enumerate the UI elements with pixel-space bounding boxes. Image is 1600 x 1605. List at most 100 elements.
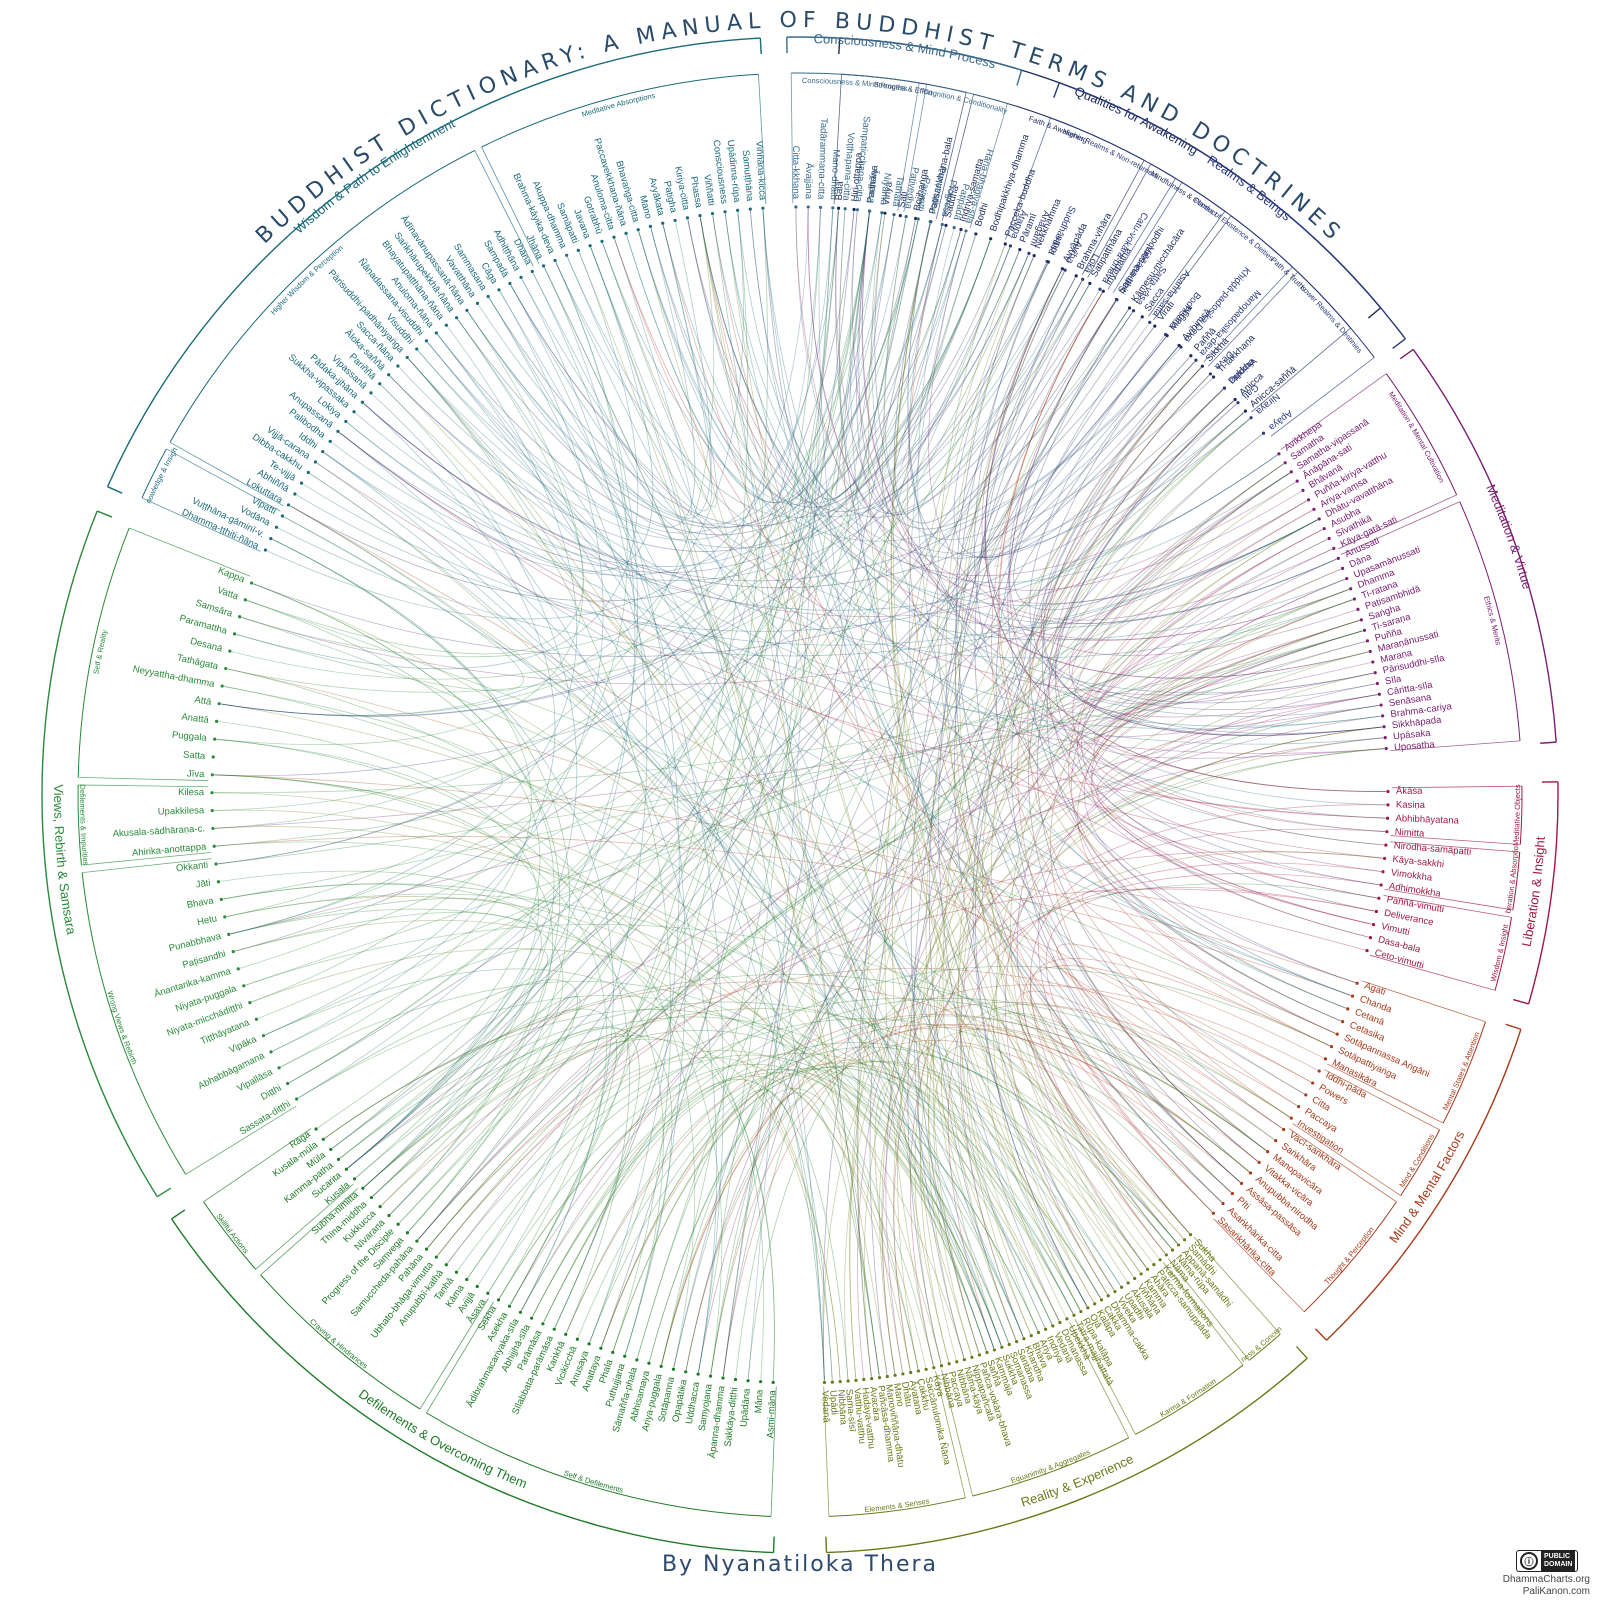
relation-edge [893, 620, 1359, 1370]
term-label[interactable]: Bhava [186, 895, 215, 911]
group-label: Meditation & Virtue [1483, 482, 1535, 591]
term-node [1381, 870, 1384, 873]
term-node [542, 264, 545, 267]
term-label[interactable]: Upādāna [738, 1387, 752, 1427]
term-label[interactable]: Diṭṭhi [259, 1083, 283, 1103]
term-node [445, 324, 448, 327]
term-node [286, 1082, 289, 1085]
term-node [953, 226, 956, 229]
term-node [227, 933, 230, 936]
subgroup-label: Mental States & Attention [1441, 1031, 1482, 1112]
term-node [698, 214, 701, 217]
term-node [1079, 1310, 1082, 1313]
term-label[interactable]: Kilesa [178, 787, 205, 798]
term-label[interactable]: Paṭisandhi [181, 949, 227, 971]
term-node [870, 1377, 873, 1380]
term-node [929, 220, 932, 223]
subgroup-label: Self & Defilements [563, 1468, 625, 1494]
term-label[interactable]: Akusala-sādhāraṇa-c. [112, 823, 205, 839]
term-node [476, 302, 479, 305]
term-node [599, 1347, 602, 1350]
term-label[interactable]: Upakkilesa [158, 805, 205, 817]
term-label[interactable]: Vipāka [228, 1034, 260, 1056]
term-node [379, 1205, 382, 1208]
term-label[interactable]: Puggala [171, 730, 207, 744]
term-node [211, 809, 214, 812]
term-node [611, 1351, 614, 1354]
term-node [878, 1376, 881, 1379]
term-node [1290, 470, 1293, 473]
term-node [1165, 1253, 1168, 1256]
term-node [486, 1292, 489, 1295]
term-label[interactable]: Sassata-diṭṭhi [238, 1098, 293, 1137]
term-node [1209, 372, 1212, 375]
term-node [321, 450, 324, 453]
term-label[interactable]: Vatta [216, 585, 241, 603]
term-label[interactable]: Desanā [189, 636, 224, 655]
term-node [940, 1364, 943, 1367]
term-node [989, 237, 992, 240]
term-label[interactable]: Vedanā [819, 1390, 831, 1423]
term-label[interactable]: Tadārammaṇa-citta [815, 118, 829, 200]
term-node [978, 1353, 981, 1356]
term-node [1379, 883, 1382, 886]
term-node [218, 702, 221, 705]
term-node [746, 1379, 749, 1382]
term-label[interactable]: Citta-kkhaṇa [790, 146, 801, 200]
term-node [564, 1333, 567, 1336]
term-node [1332, 547, 1335, 550]
term-node [242, 984, 245, 987]
term-label[interactable]: Kasiṇa [1396, 800, 1426, 811]
term-label[interactable]: Attā [194, 694, 213, 708]
term-label[interactable]: Abhibhāyatana [1395, 813, 1459, 827]
term-node [314, 1127, 317, 1130]
term-label[interactable]: Saṃsāra [194, 598, 234, 620]
term-node [759, 1380, 762, 1383]
term-node [1349, 587, 1352, 590]
term-label[interactable]: Māna [753, 1389, 766, 1414]
term-label[interactable]: Satta [183, 750, 207, 762]
term-node [1088, 282, 1091, 285]
term-label[interactable]: Viññāṇa-kicca [753, 140, 768, 201]
term-node [293, 492, 296, 495]
license-line-2: DOMAIN [1544, 1561, 1572, 1569]
term-node [1030, 1334, 1033, 1337]
term-node [415, 347, 418, 350]
term-label[interactable]: Anattā [181, 711, 210, 725]
term-node [1004, 242, 1007, 245]
term-node [1189, 354, 1192, 357]
term-node [955, 1360, 958, 1363]
relation-edge [864, 738, 1383, 1377]
term-label[interactable]: Hetu [196, 913, 218, 928]
term-label[interactable]: Āvajjana [803, 163, 815, 200]
subgroup-label: Meditative Objects [1511, 784, 1522, 846]
term-node [612, 236, 615, 239]
term-label[interactable]: Jāti [195, 878, 211, 891]
term-node [1258, 1161, 1261, 1164]
term-node [361, 401, 364, 404]
term-label[interactable]: Kappa [216, 565, 246, 585]
site-link-dhammacharts[interactable]: DhammaCharts.org [1470, 1574, 1590, 1585]
term-label[interactable]: Uposatha [1394, 739, 1436, 753]
term-node [250, 581, 253, 584]
term-label[interactable]: Tathāgata [176, 652, 220, 672]
term-node [269, 537, 272, 540]
term-node [1377, 897, 1380, 900]
term-node [1290, 1117, 1293, 1120]
term-label[interactable]: Asmi-māna [765, 1389, 778, 1438]
subgroup-label: Knowledge & Insight [0, 0, 179, 505]
term-node [435, 1255, 438, 1258]
term-label[interactable]: Jīva [187, 768, 206, 780]
term-node [1179, 345, 1182, 348]
term-node [281, 514, 284, 517]
relation-edge [713, 216, 879, 1376]
term-node [211, 827, 214, 830]
term-node [1304, 1093, 1307, 1096]
term-node [1381, 714, 1384, 717]
term-node [530, 1317, 533, 1320]
site-link-palikanon[interactable]: PaliKanon.com [1470, 1586, 1590, 1597]
term-node [1164, 333, 1167, 336]
term-node [577, 249, 580, 252]
term-node [553, 1328, 556, 1331]
term-node [1183, 1238, 1186, 1241]
